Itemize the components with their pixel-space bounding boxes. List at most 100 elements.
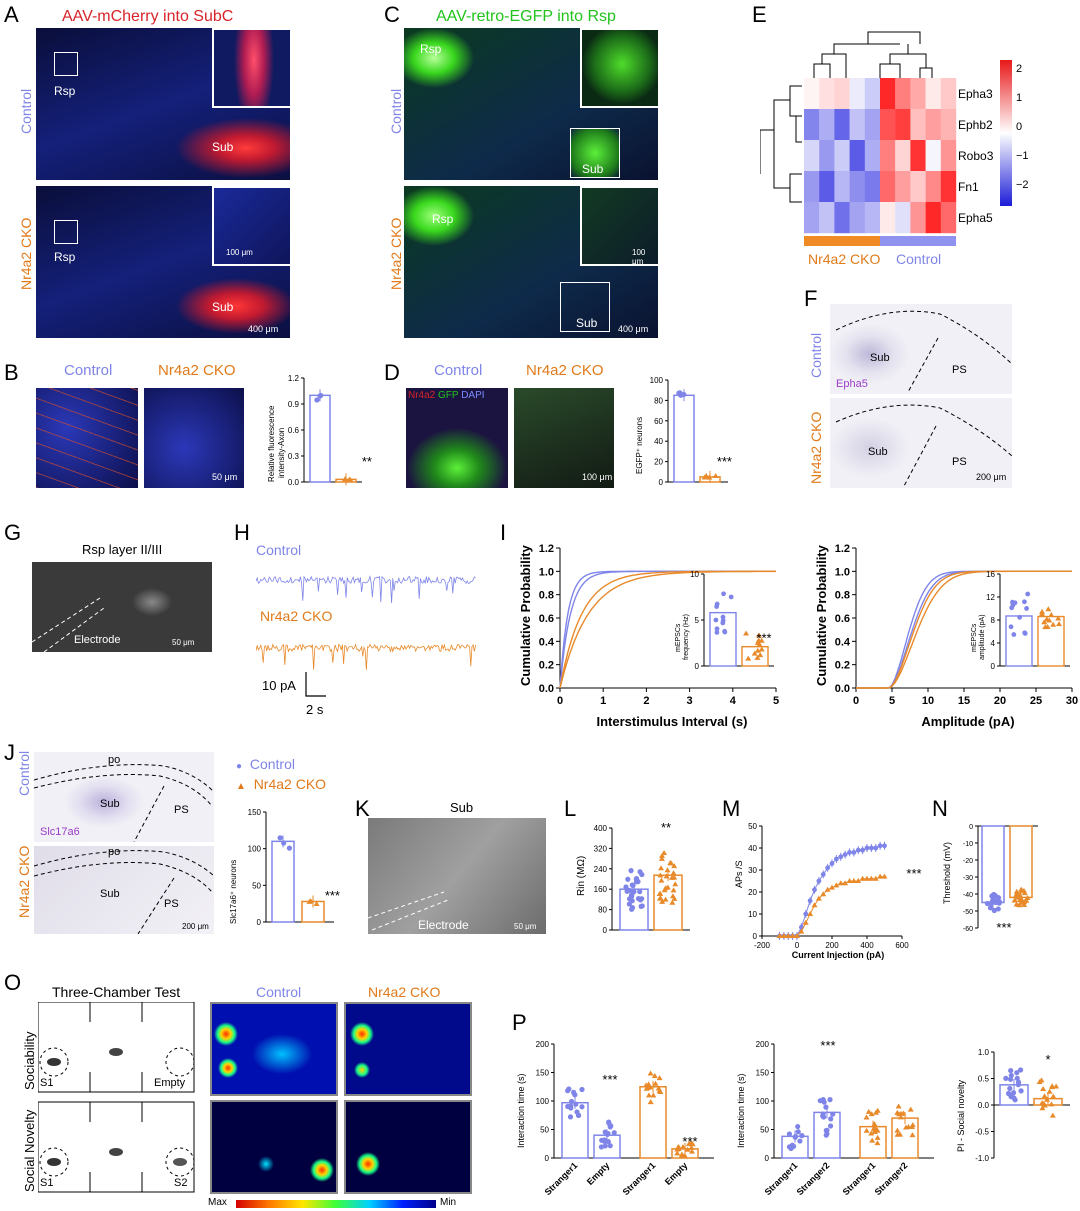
panel-e-cell	[834, 140, 850, 172]
panel-l-point	[628, 868, 634, 874]
panel-b-bar-chart: Relative fluorescence intensity-Axon ** …	[267, 374, 372, 487]
panel-a-control-roi	[54, 52, 78, 76]
panel-f-cko-image: Sub PS 200 μm	[830, 398, 1012, 488]
panel-a-cko-roi	[54, 220, 78, 244]
panel-o-colorbar	[236, 1200, 436, 1208]
panel-j-legend-control-label: Control	[249, 756, 295, 772]
panel-i-right-inset-point	[1008, 624, 1014, 630]
panel-e-cell	[804, 140, 820, 172]
panel-l-point	[657, 872, 664, 878]
panel-e-column-dendrogram	[813, 31, 933, 78]
panel-c-row-control: Control	[388, 88, 404, 134]
panel-f-ps-label: PS	[952, 364, 967, 376]
panel-p2-xtick-label: Stranger1	[763, 1160, 800, 1197]
panel-j-sub-label: Sub	[100, 798, 120, 810]
panel-i-right-inset-point	[1046, 617, 1053, 623]
panel-p3-point	[1041, 1093, 1048, 1099]
panel-l-point	[669, 874, 676, 880]
panel-l-significance: **	[661, 820, 671, 835]
panel-e-cell	[819, 78, 835, 110]
panel-p3-ytick-label: 0.0	[978, 1101, 990, 1110]
panel-n-point	[1018, 887, 1025, 893]
panel-m-xtick-label: 600	[895, 941, 909, 950]
panel-p2-point	[900, 1110, 907, 1116]
panel-l-point	[629, 898, 635, 904]
panel-e-cell	[819, 109, 835, 141]
panel-i-right-inset-ylabel-1: mEPSCs	[971, 623, 978, 652]
panel-m-point	[872, 875, 879, 881]
panel-n-point	[1011, 897, 1018, 903]
panel-g-electrode-label: Electrode	[74, 634, 121, 646]
panel-p1-point	[605, 1138, 611, 1145]
panel-e-gene-labels: Epha3 Ephb2 Robo3 Fn1 Epha5	[958, 87, 994, 225]
panel-i-right-ytick-label: 0.8	[835, 590, 850, 602]
panel-o-empty-cage	[165, 1047, 195, 1077]
panel-i-left-xtick-label: 0	[557, 695, 563, 707]
panel-i-right-ytick-label: 0.6	[835, 613, 850, 625]
panel-p2-ytick-label: 100	[756, 1097, 770, 1106]
panel-a-main-scale: 400 μm	[248, 324, 279, 334]
panel-i-right-inset-point	[1010, 602, 1016, 608]
panel-b-ylabel-2: intensity-Axon	[277, 428, 286, 478]
panel-o-cko-heatmap-1	[344, 1002, 472, 1096]
panel-n-ytick-label: -50	[963, 909, 973, 916]
panel-p2-xtick-label: Stranger2	[795, 1160, 832, 1197]
panel-d-stain-dapi: DAPI	[461, 390, 485, 401]
panel-d-control-title: Control	[434, 362, 483, 379]
panel-p2-ytick-label: 0	[765, 1154, 770, 1163]
panel-p2-point	[791, 1143, 797, 1149]
panel-p2-point	[897, 1114, 904, 1120]
panel-p1-point	[568, 1098, 575, 1105]
panel-l-point	[629, 906, 635, 912]
panel-c-cko-image: 100 μm Rsp Sub 400 μm	[404, 186, 658, 338]
panel-j-control-outline	[34, 764, 214, 842]
panel-l-bar-chart: Rin (MΩ) ** 0 80 160 240 320 400	[576, 820, 690, 935]
panel-p2-ytick-label: 50	[760, 1126, 769, 1135]
panel-m-point	[859, 875, 866, 881]
panel-n-point	[1013, 888, 1020, 894]
panel-j-ps-label: PS	[174, 804, 189, 816]
panel-p2-ytick-label: 200	[756, 1040, 770, 1049]
panel-d-point	[706, 474, 713, 480]
panel-j-bar-chart: Slc17a6⁺ neurons *** 0 50 100 150	[229, 808, 340, 927]
panel-l-point	[670, 870, 677, 876]
panel-m-point	[842, 852, 848, 857]
panel-p2-point	[895, 1103, 902, 1109]
panel-e-cell	[849, 202, 865, 234]
panel-e-cell	[940, 78, 957, 110]
panel-i-right-inset-ytick-label: 12	[986, 593, 995, 602]
panel-p3-point	[1007, 1076, 1014, 1082]
panel-m-point	[873, 845, 879, 851]
panel-b-point	[314, 397, 320, 403]
panel-i-right-ytick-label: 0.2	[835, 660, 850, 672]
panel-n-significance: ***	[996, 920, 1011, 935]
panel-c-rsp-label: Rsp	[420, 42, 442, 56]
panel-j-gene-label: Slc17a6	[40, 826, 80, 838]
panel-i-right-inset-point	[1022, 599, 1027, 605]
panel-p3-point	[1040, 1100, 1047, 1106]
panel-l-point	[623, 884, 629, 890]
panel-f-cko-outline	[835, 404, 1012, 487]
panel-j-legend-cko: ▲ Nr4a2 CKO	[236, 776, 327, 792]
panel-i-right-inset-ytick-label: 8	[991, 616, 996, 625]
panel-i-left-cdf-line	[559, 570, 776, 689]
panel-p1-point	[602, 1129, 608, 1135]
panel-e-cell	[849, 171, 865, 203]
panel-p1-point	[647, 1084, 654, 1090]
panel-i-xlabel-right: Amplitude (pA)	[921, 714, 1014, 729]
panel-o-s1-label: S1	[40, 1077, 53, 1089]
panel-e-cell	[910, 171, 926, 203]
panel-n-ytick-label: 0	[969, 824, 973, 831]
panel-label-a: A	[4, 2, 19, 27]
panel-p3-point	[1050, 1093, 1057, 1099]
panel-e-colorbar	[1000, 60, 1012, 206]
panel-p1-point	[608, 1123, 614, 1129]
panel-i-left-cdf-line	[559, 570, 776, 689]
panel-p3-point	[1010, 1090, 1017, 1096]
panel-b-point	[341, 476, 348, 482]
panel-e-cell	[925, 109, 941, 141]
panel-e-cell	[864, 109, 881, 141]
panel-b-scale: 50 μm	[212, 472, 238, 482]
panel-i-right-inset-point	[1050, 621, 1057, 627]
panel-o-s1-cage	[39, 1047, 69, 1077]
